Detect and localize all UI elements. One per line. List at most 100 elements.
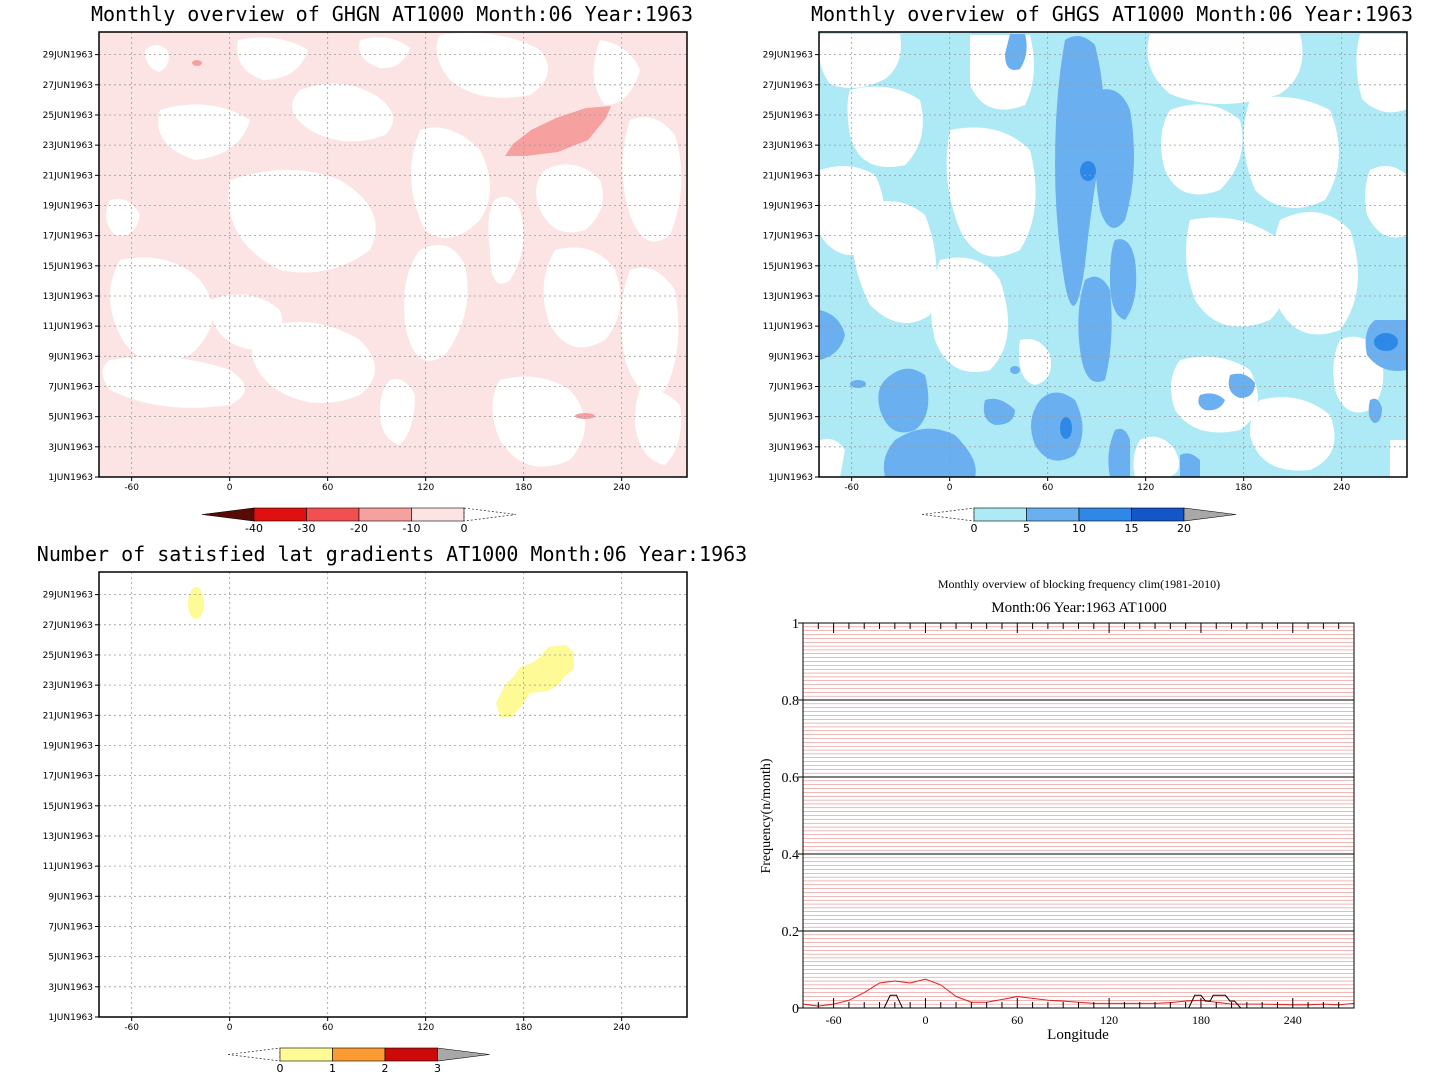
blocking-xtick-label-5: 240 (1284, 1013, 1302, 1027)
colorbar-right-triangle (463, 507, 517, 522)
colorbar-label-1: -30 (298, 522, 316, 535)
ghgn-ytick-label-9: 19JUN1963 (43, 201, 93, 211)
lat-gradients-ytick-label-6: 13JUN1963 (43, 832, 93, 842)
ghgs-frame (818, 31, 1408, 478)
ghgn-contour-patch-3 (192, 60, 202, 66)
lat-gradients-colorbar: 0 1 2 3 (227, 1047, 490, 1075)
colorbar-right-triangle (1183, 507, 1237, 522)
lat-gradients-gridlines (99, 572, 687, 1017)
panel-ghgn: Monthly overview of GHGN AT1000 Month:06… (43, 2, 693, 535)
ghgs-xtick-label-5: 240 (1333, 483, 1350, 493)
blocking-xtick-label-3: 120 (1100, 1013, 1118, 1027)
ghgs-ytick-label-12: 25JUN1963 (763, 111, 813, 121)
colorbar-left-triangle (227, 1047, 281, 1062)
ghgn-xtick-label-5: 240 (613, 483, 630, 493)
ghgs-ytick-label-9: 19JUN1963 (763, 201, 813, 211)
blocking-series-line-1 (803, 994, 1354, 1009)
ghgs-gridlines (819, 32, 1407, 477)
ghgs-plot-area (818, 31, 1408, 478)
lat-gradients-ytick-label-8: 17JUN1963 (43, 772, 93, 782)
ghgn-ytick-label-4: 9JUN1963 (48, 352, 93, 362)
colorbar-label-0: 0 (971, 522, 978, 535)
ghgn-ytick-label-6: 13JUN1963 (43, 292, 93, 302)
colorbar-swatch-3 (1131, 507, 1185, 522)
blocking-axes: 0 0.2 0.4 0.6 0.8 1 -60 0 60 120 180 240 (782, 617, 1355, 1027)
ghgs-ytick-label-11: 23JUN1963 (763, 141, 813, 151)
ghgn-title: Monthly overview of GHGN AT1000 Month:06… (91, 2, 693, 26)
colorbar-label-3: 15 (1125, 522, 1139, 535)
ghgn-xtick-label-1: 0 (227, 483, 233, 493)
colorbar-label-2: -20 (350, 522, 368, 535)
ghgn-ytick-label-7: 15JUN1963 (43, 262, 93, 272)
blocking-ytick-label-4: 0.8 (782, 694, 800, 709)
ghgn-ytick-label-14: 29JUN1963 (43, 51, 93, 61)
lat-gradients-ytick-label-7: 15JUN1963 (43, 802, 93, 812)
blocking-ytick-label-1: 0.2 (782, 925, 800, 940)
lat-gradients-background (99, 572, 687, 1017)
lat-gradients-ytick-label-10: 21JUN1963 (43, 711, 93, 721)
ghgs-ytick-label-5: 11JUN1963 (763, 322, 813, 332)
colorbar-label-2: 10 (1072, 522, 1086, 535)
colorbar-label-1: 5 (1023, 522, 1030, 535)
ghgs-axes: -60 0 60 120 180 240 1JUN1963 3JUN1963 5JUN1963 7… (763, 51, 1351, 493)
colorbar-label-2: 2 (382, 1062, 389, 1075)
lat-gradients-ytick-label-2: 5JUN1963 (48, 953, 93, 963)
lat-gradients-ytick-label-14: 29JUN1963 (43, 591, 93, 601)
lat-gradients-ytick-label-9: 19JUN1963 (43, 741, 93, 751)
ghgs-ytick-label-7: 15JUN1963 (763, 262, 813, 272)
ghgs-ytick-label-1: 3JUN1963 (768, 443, 813, 453)
ghgs-ytick-label-14: 29JUN1963 (763, 51, 813, 61)
ghgn-frame (98, 31, 688, 478)
blocking-subtitle: Month:06 Year:1963 AT1000 (991, 600, 1166, 616)
ghgs-ytick-label-13: 27JUN1963 (763, 81, 813, 91)
lat-gradients-ytick-label-3: 7JUN1963 (48, 922, 93, 932)
ghgn-xtick-label-4: 180 (515, 483, 532, 493)
ghgn-ytick-label-5: 11JUN1963 (43, 322, 93, 332)
ghgn-ytick-label-11: 23JUN1963 (43, 141, 93, 151)
colorbar-label-1: 1 (329, 1062, 336, 1075)
colorbar-swatch-2 (1078, 507, 1132, 522)
lat-gradients-xtick-label-1: 0 (227, 1023, 233, 1033)
ghgn-ytick-label-1: 3JUN1963 (48, 443, 93, 453)
colorbar-swatch-0 (253, 507, 307, 522)
ghgn-ytick-label-3: 7JUN1963 (48, 382, 93, 392)
colorbar-label-0: 0 (277, 1062, 284, 1075)
ghgs-ytick-label-0: 1JUN1963 (768, 473, 813, 483)
colorbar-left-triangle (201, 507, 255, 522)
lat-gradients-ytick-label-5: 11JUN1963 (43, 862, 93, 872)
colorbar-label-3: 3 (434, 1062, 441, 1075)
ghgn-ytick-label-10: 21JUN1963 (43, 171, 93, 181)
ghgs-ytick-label-4: 9JUN1963 (768, 352, 813, 362)
colorbar-swatch-3 (411, 507, 465, 522)
ghgn-xtick-label-3: 120 (417, 483, 434, 493)
blocking-gridlines (803, 626, 1354, 1005)
blocking-xtick-label-1: 0 (922, 1013, 928, 1027)
lat-gradients-ytick-label-12: 25JUN1963 (43, 651, 93, 661)
panel-ghgs: Monthly overview of GHGS AT1000 Month:06… (763, 2, 1413, 535)
colorbar-swatch-2 (358, 507, 412, 522)
ghgs-xtick-label-3: 120 (1137, 483, 1154, 493)
panel-lat-gradients: Number of satisfied lat gradients AT1000… (37, 542, 747, 1075)
ghgs-white-regions (818, 34, 1407, 477)
ghgs-ytick-label-10: 21JUN1963 (763, 171, 813, 181)
lat-gradients-ytick-label-1: 3JUN1963 (48, 983, 93, 993)
colorbar-swatch-2 (384, 1047, 438, 1062)
blocking-ylabel: Frequency(n/month) (759, 758, 774, 873)
blocking-title: Monthly overview of blocking frequency c… (938, 577, 1220, 591)
ghgs-xtick-label-1: 0 (947, 483, 953, 493)
blocking-xtick-label-2: 60 (1011, 1013, 1023, 1027)
ghgs-title: Monthly overview of GHGS AT1000 Month:06… (811, 2, 1413, 26)
ghgs-xtick-label-0: -60 (844, 483, 859, 493)
colorbar-swatch-1 (332, 1047, 386, 1062)
ghgn-xtick-label-2: 60 (322, 483, 334, 493)
ghgn-axes: -60 0 60 120 180 240 1JUN1963 3JUN1963 5JUN1963 7… (43, 51, 631, 493)
colorbar-left-triangle (921, 507, 975, 522)
lat-gradients-ytick-label-4: 9JUN1963 (48, 892, 93, 902)
lat-gradients-ytick-label-0: 1JUN1963 (48, 1013, 93, 1023)
ghgn-ytick-label-12: 25JUN1963 (43, 111, 93, 121)
ghgs-ytick-label-8: 17JUN1963 (763, 232, 813, 242)
colorbar-label-4: 0 (461, 522, 468, 535)
lat-gradients-xtick-label-5: 240 (613, 1023, 630, 1033)
lat-gradients-xtick-label-3: 120 (417, 1023, 434, 1033)
